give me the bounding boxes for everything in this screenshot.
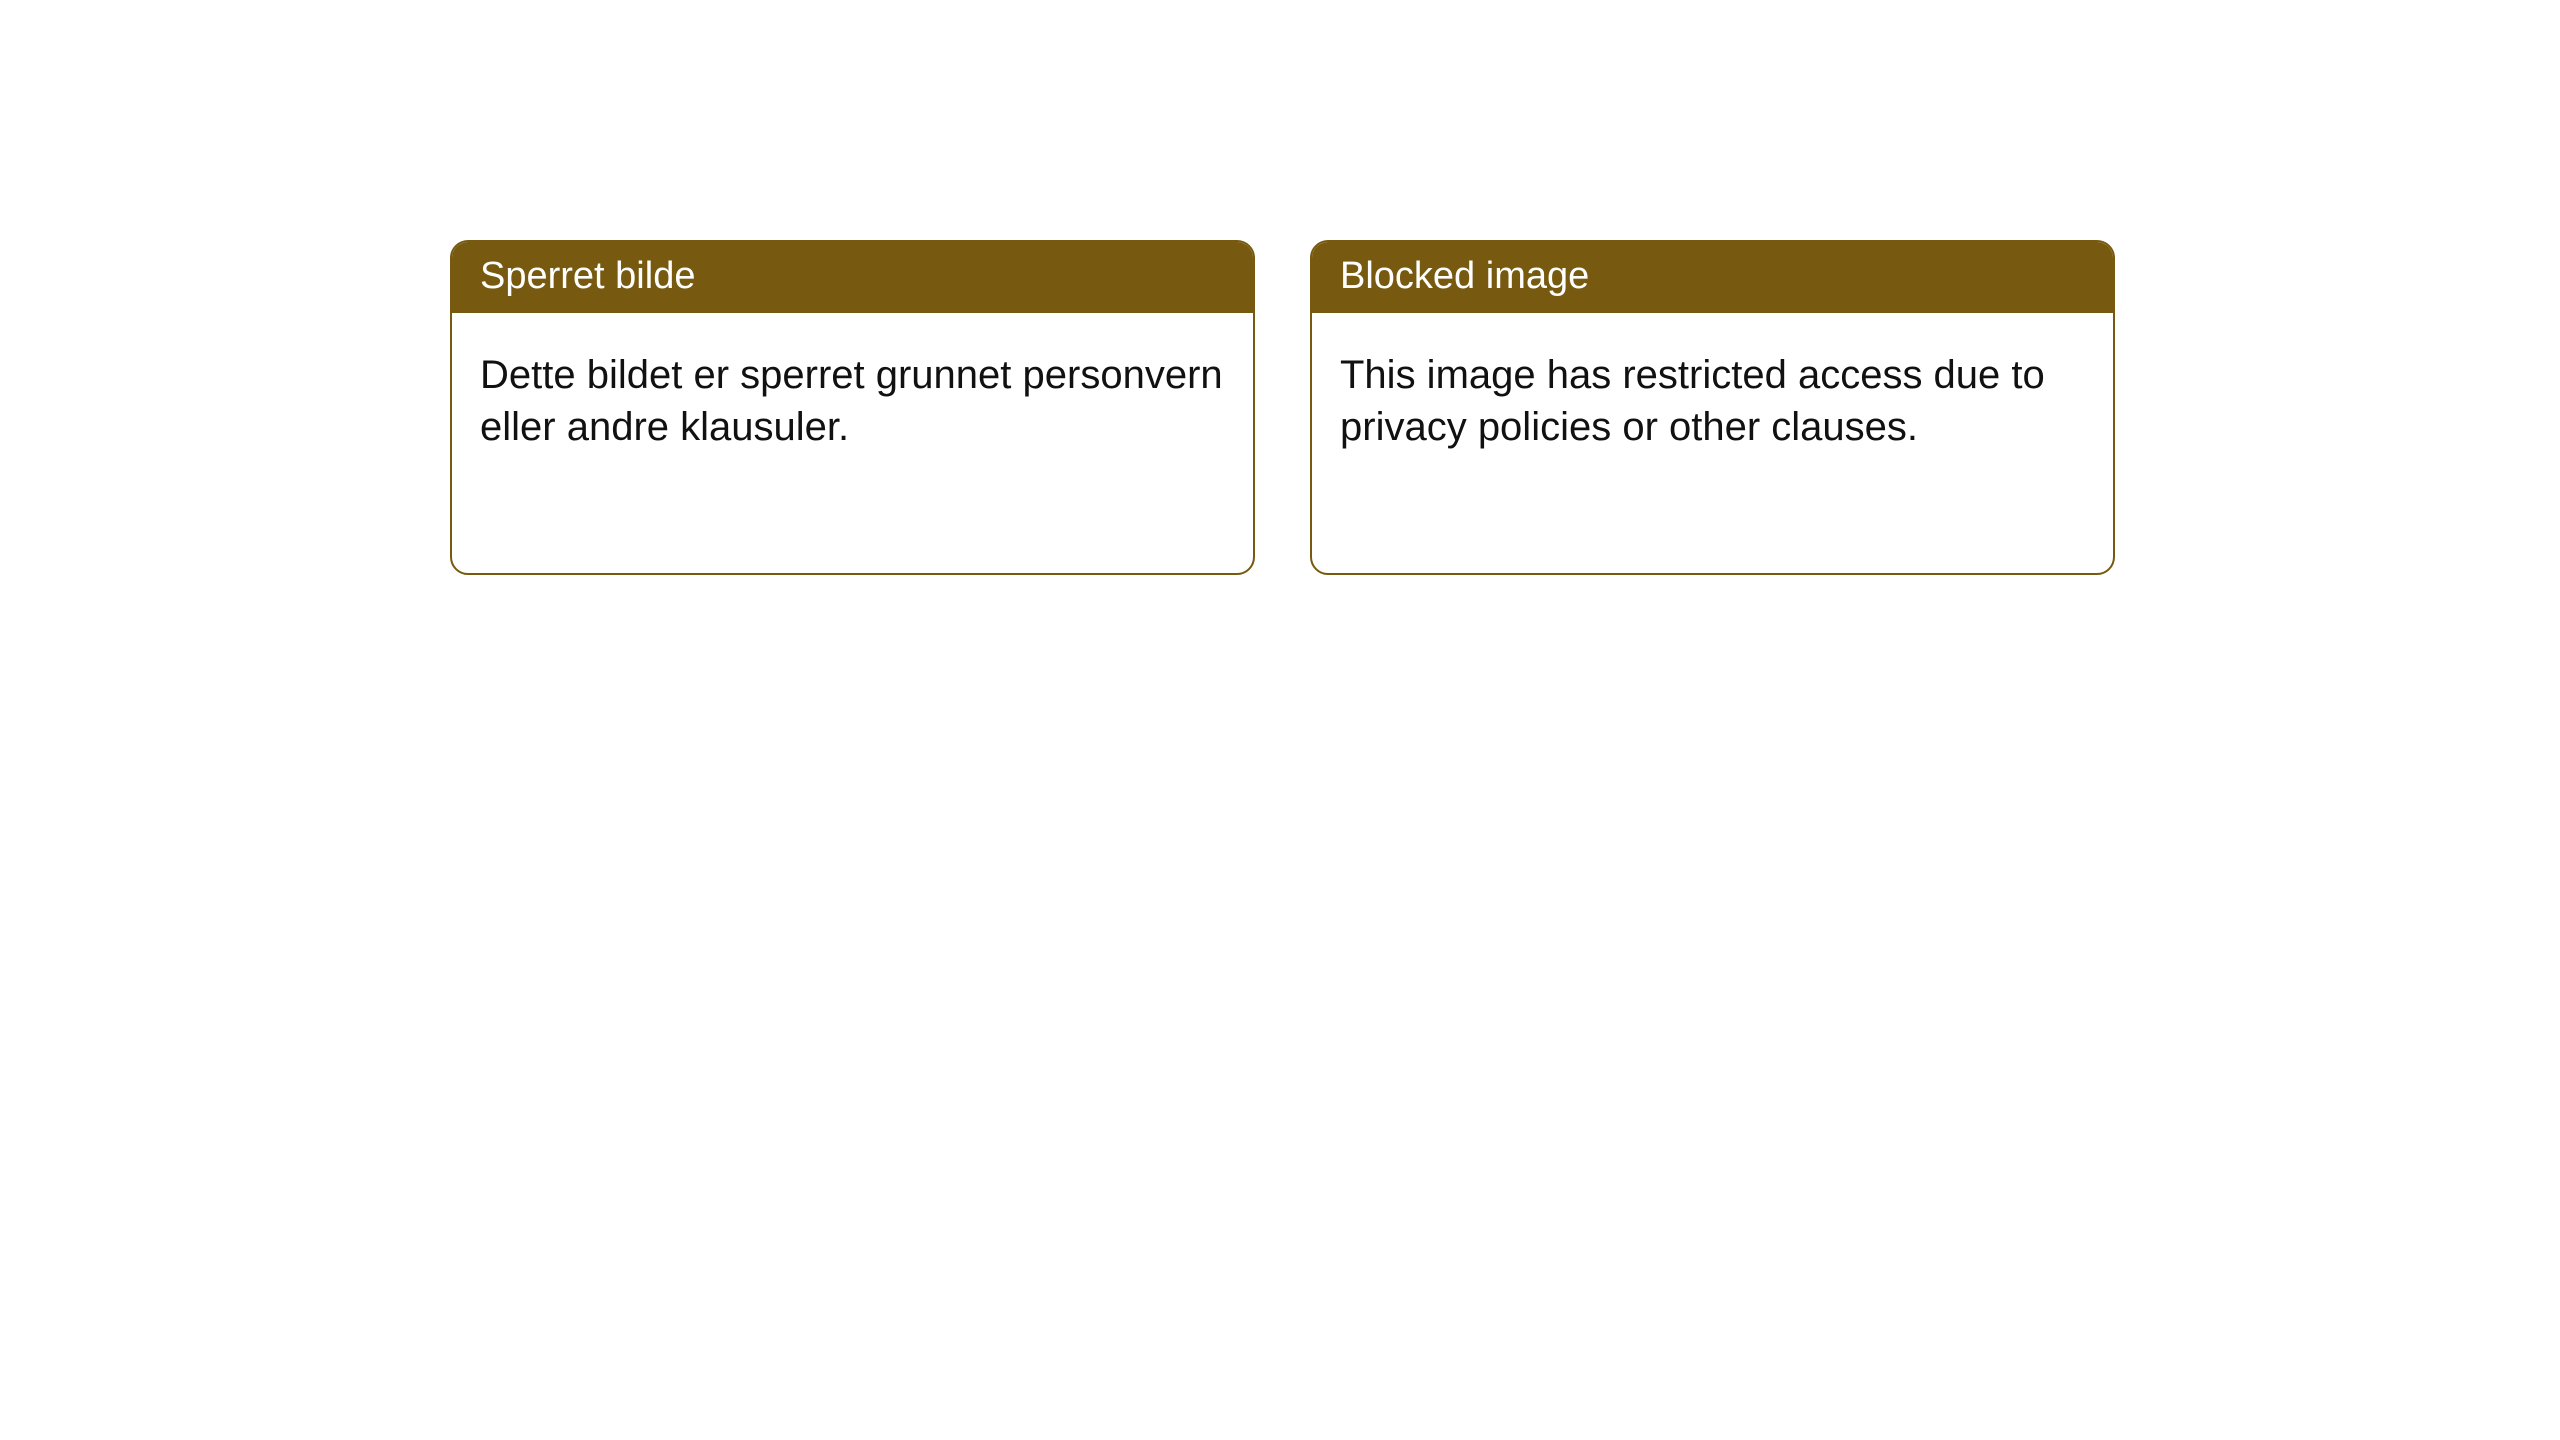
notice-card-body: This image has restricted access due to … <box>1312 313 2113 481</box>
notice-card-english: Blocked image This image has restricted … <box>1310 240 2115 575</box>
notice-card-body: Dette bildet er sperret grunnet personve… <box>452 313 1253 481</box>
notice-card-norwegian: Sperret bilde Dette bildet er sperret gr… <box>450 240 1255 575</box>
notice-card-title: Sperret bilde <box>452 242 1253 313</box>
notice-container: Sperret bilde Dette bildet er sperret gr… <box>0 0 2560 575</box>
notice-card-title: Blocked image <box>1312 242 2113 313</box>
